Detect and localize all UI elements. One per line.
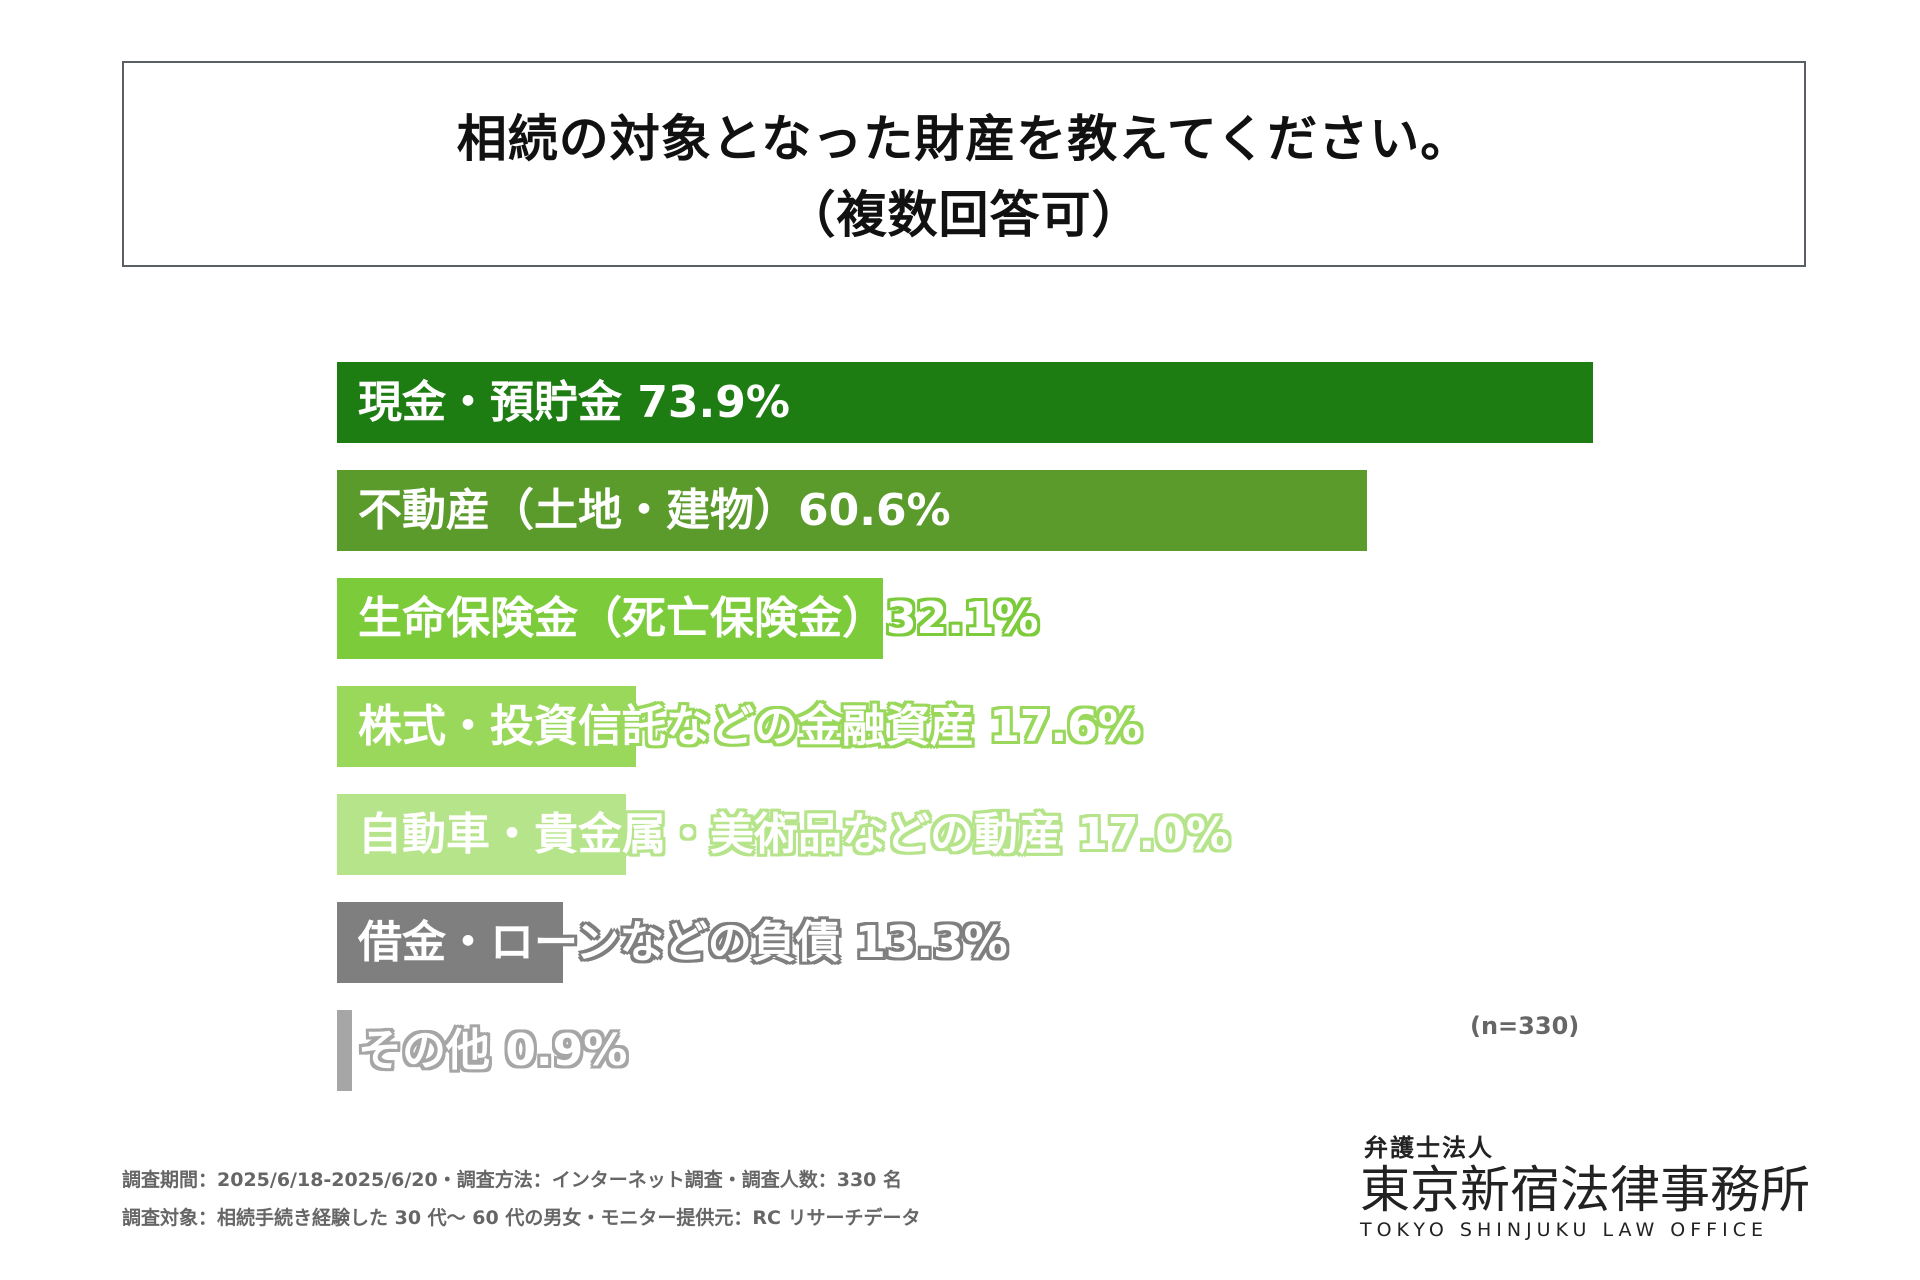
chart-subtitle: （複数回答可） xyxy=(785,186,1143,244)
bar-6 xyxy=(337,902,564,983)
logo-main-text: 東京新宿法律事務所 xyxy=(1360,1161,1810,1219)
bar-label-5: 自動車・貴金属・美術品などの動産 17.0% xyxy=(358,809,1230,860)
bar-label-4: 株式・投資信託などの金融資産 17.6% xyxy=(358,701,1142,752)
survey-target-note: 調査対象：相続手続き経験した 30 代～ 60 代の男女・モニター提供元：RC … xyxy=(122,1207,921,1229)
bar-2 xyxy=(337,470,1368,551)
bar-label-2: 不動産（土地・建物）60.6% xyxy=(358,485,951,536)
sample-size-label: (n=330) xyxy=(1470,1012,1580,1040)
survey-period-note: 調査期間：2025/6/18-2025/6/20・調査方法：インターネット調査・… xyxy=(122,1169,903,1191)
bar-5 xyxy=(337,794,626,875)
bar-label-7: その他 0.9% xyxy=(358,1025,628,1076)
bar-4 xyxy=(337,686,637,767)
bar-label-3: 生命保険金（死亡保険金）32.1% xyxy=(358,593,1039,644)
title-box: 相続の対象となった財産を教えてください。 （複数回答可） xyxy=(122,61,1806,267)
bar-1 xyxy=(337,362,1594,443)
logo-small-text: 弁護士法人 xyxy=(1364,1133,1494,1162)
bar-label-6: 借金・ローンなどの負債 13.3% xyxy=(358,917,1008,968)
chart-title: 相続の対象となった財産を教えてください。 xyxy=(456,110,1472,168)
logo-english-text: TOKYO SHINJUKU LAW OFFICE xyxy=(1360,1219,1768,1241)
bar-7 xyxy=(337,1010,353,1091)
law-office-logo: 弁護士法人 東京新宿法律事務所 TOKYO SHINJUKU LAW OFFIC… xyxy=(1360,1128,1820,1241)
bar-3 xyxy=(337,578,883,659)
bar-label-1: 現金・預貯金 73.9% xyxy=(358,377,790,428)
